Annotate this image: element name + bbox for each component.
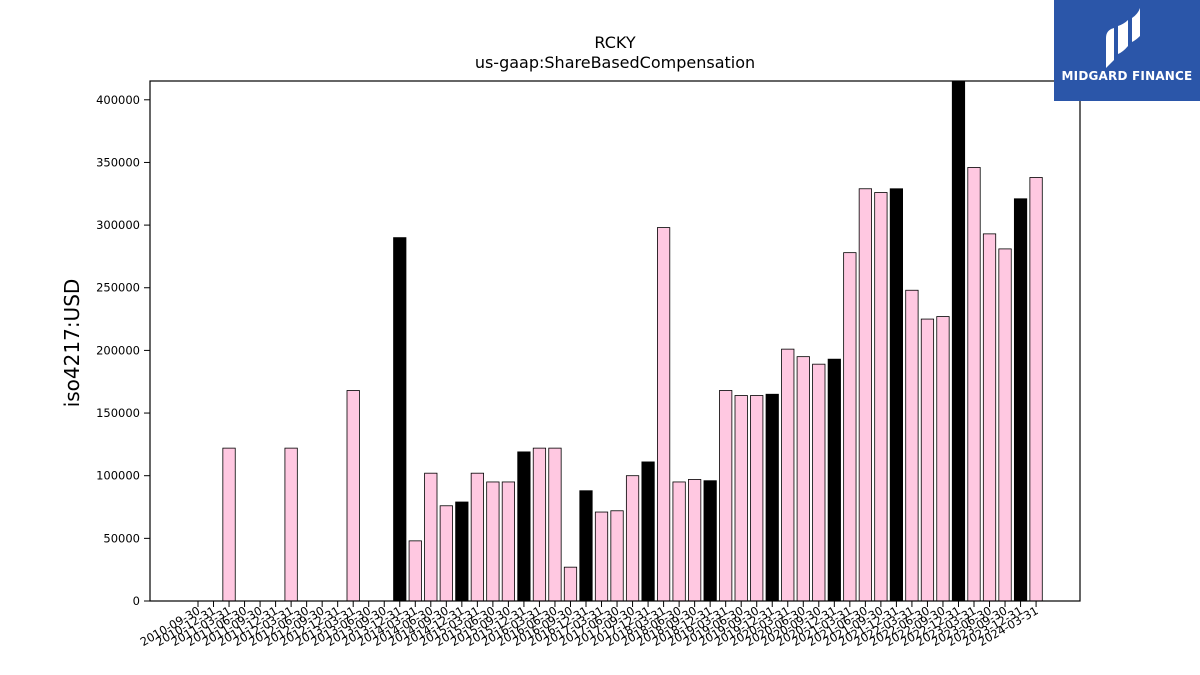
bar-2018-09-30 xyxy=(688,479,702,602)
bar-2023-09-30 xyxy=(998,248,1012,602)
bar-2015-12-31 xyxy=(517,451,531,602)
bar-2020-06-30 xyxy=(796,356,810,602)
bar-2017-06-30 xyxy=(610,510,624,602)
bar-2021-12-31 xyxy=(889,188,904,602)
x-axis: 2010-09-302010-12-312011-03-312011-06-30… xyxy=(138,601,1041,649)
bar-2022-09-30 xyxy=(936,316,950,602)
bar-2022-12-31 xyxy=(951,80,966,602)
bar-2017-12-31 xyxy=(641,461,655,602)
y-tick-label: 150000 xyxy=(96,406,140,420)
bar-2018-06-30 xyxy=(672,481,686,602)
bar-2011-03-31 xyxy=(222,447,236,602)
bar-series xyxy=(222,80,1043,602)
chart-subtitle: us-gaap:ShareBasedCompensation xyxy=(474,53,756,72)
bar-2016-09-30 xyxy=(563,566,578,602)
bar-2017-09-30 xyxy=(625,475,640,602)
y-axis: 0 50000 100000 150000 200000 250000 300000 3500… xyxy=(96,93,150,608)
bar-2023-06-30 xyxy=(982,233,997,602)
bar-2020-12-31 xyxy=(827,358,841,602)
bar-2013-12-31 xyxy=(393,237,407,602)
bar-2019-03-31 xyxy=(719,390,733,602)
bar-2021-09-30 xyxy=(874,192,888,602)
bar-2021-03-31 xyxy=(843,252,857,602)
y-axis-label: iso4217:USD xyxy=(60,278,84,408)
bar-2014-06-30 xyxy=(424,472,438,602)
midgard-logo-icon xyxy=(1106,8,1140,68)
logo-text: MIDGARD FINANCE xyxy=(1061,69,1193,83)
chart-title: RCKY xyxy=(594,33,636,52)
bar-2017-03-31 xyxy=(594,511,609,602)
bar-2023-12-31 xyxy=(1013,198,1028,602)
bar-2014-03-31 xyxy=(408,540,422,602)
bar-2024-03-31 xyxy=(1029,177,1043,602)
bar-2016-03-31 xyxy=(532,447,547,602)
y-tick-label: 200000 xyxy=(96,343,140,357)
bar-2020-03-31 xyxy=(781,348,795,602)
bar-2023-03-31 xyxy=(967,167,981,602)
y-tick-label: 250000 xyxy=(96,281,140,295)
bar-2015-09-30 xyxy=(501,481,516,602)
bar-2020-09-30 xyxy=(812,363,826,602)
bar-2019-06-30 xyxy=(734,395,748,602)
bar-2022-06-30 xyxy=(920,318,935,602)
midgard-finance-logo: MIDGARD FINANCE xyxy=(1054,0,1200,101)
bar-2014-12-31 xyxy=(455,501,469,602)
y-tick-label: 350000 xyxy=(96,155,140,169)
y-tick-label: 400000 xyxy=(96,93,140,107)
y-tick-label: 300000 xyxy=(96,218,140,232)
bar-2021-06-30 xyxy=(858,188,872,602)
bar-2016-12-31 xyxy=(579,490,593,602)
bar-2016-06-30 xyxy=(548,447,562,602)
bar-2019-12-31 xyxy=(765,393,779,602)
bar-2015-03-31 xyxy=(470,472,484,602)
bar-2018-12-31 xyxy=(703,480,717,602)
y-tick-label: 100000 xyxy=(96,469,140,483)
y-tick-label: 0 xyxy=(133,594,140,608)
bar-2012-03-31 xyxy=(284,447,298,602)
plot-frame xyxy=(149,80,1081,602)
bar-2022-03-31 xyxy=(905,289,919,602)
bar-2015-06-30 xyxy=(486,481,500,602)
y-tick-label: 50000 xyxy=(103,531,140,545)
bar-2019-09-30 xyxy=(750,395,764,602)
bar-2014-09-30 xyxy=(439,505,453,602)
bar-2018-03-31 xyxy=(657,227,671,602)
bar-2013-03-31 xyxy=(346,390,360,602)
